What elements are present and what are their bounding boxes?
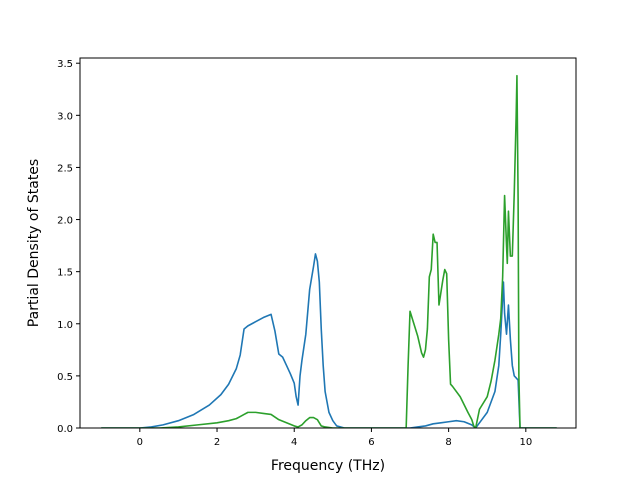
- series-line-1: [101, 253, 557, 428]
- y-tick-label: 3.5: [57, 59, 73, 70]
- y-tick-label: 3.0: [57, 111, 73, 122]
- x-tick-label: 10: [519, 437, 532, 448]
- x-tick-label: 2: [214, 437, 220, 448]
- x-tick-label: 0: [137, 437, 143, 448]
- y-tick-label: 0.0: [57, 424, 73, 435]
- series-line-2: [101, 74, 557, 428]
- y-axis-title: Partial Density of States: [26, 159, 42, 327]
- x-tick-label: 6: [368, 437, 374, 448]
- x-axis-title: Frequency (THz): [271, 458, 385, 474]
- plot-area: [80, 58, 576, 428]
- y-tick-label: 0.5: [57, 372, 73, 383]
- y-tick-label: 2.0: [57, 216, 73, 227]
- y-tick-label: 1.0: [57, 320, 73, 331]
- y-tick-label: 1.5: [57, 268, 73, 279]
- y-axis-ticks: 0.0 0.5 1.0 1.5 2.0 2.5 3.0 3.5: [57, 59, 80, 435]
- series-layer: [101, 74, 557, 428]
- y-tick-label: 2.5: [57, 163, 73, 174]
- x-tick-label: 4: [291, 437, 297, 448]
- plot-frame: [79, 57, 577, 429]
- x-axis-ticks: 0 2 4 6 8 10: [137, 428, 532, 448]
- x-tick-label: 8: [445, 437, 451, 448]
